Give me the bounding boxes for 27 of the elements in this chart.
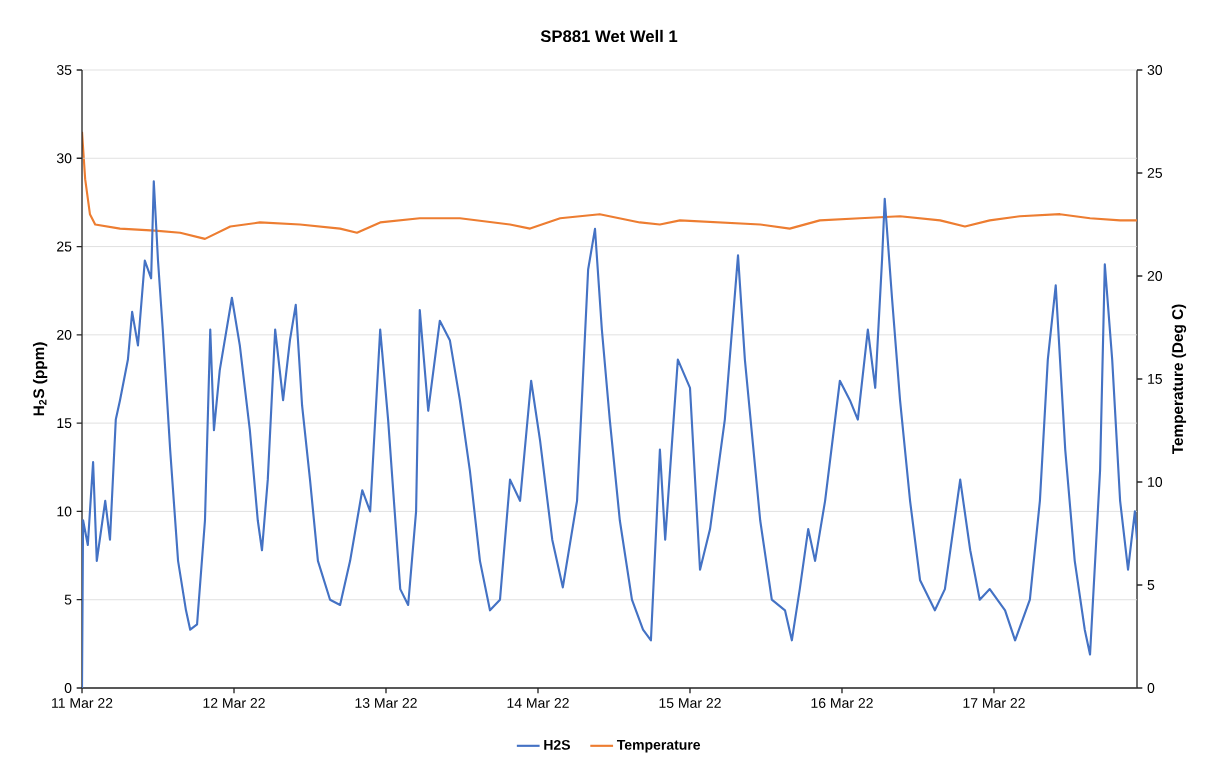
y-tick-label: 5 [64, 594, 72, 605]
x-tick-label: 14 Mar 22 [507, 698, 569, 708]
x-tick-label: 17 Mar 22 [963, 698, 1025, 708]
legend-label: Temperature [616, 740, 701, 753]
y-axis-title: H$_{2}$S (ppm) [32, 342, 48, 416]
y-tick-label: 15 [57, 418, 72, 429]
y2-tick-label: 15 [1148, 374, 1163, 384]
x-tick-label: 12 Mar 22 [203, 698, 265, 708]
y2-tick-label: 20 [1147, 271, 1163, 281]
y2-tick-label: 0 [1147, 683, 1155, 693]
x-tick-label: 16 Mar 22 [811, 698, 873, 708]
y-tick-label: 30 [56, 153, 72, 164]
y2-tick-label: 5 [1147, 580, 1155, 590]
y2-tick-label: 25 [1147, 168, 1163, 178]
y2-tick-label: 30 [1147, 65, 1163, 75]
y-tick-label: 25 [57, 241, 72, 252]
y-tick-label: 35 [56, 65, 72, 75]
legend-label: H2S [544, 739, 571, 750]
x-tick-label: 11 Mar 22 [52, 698, 113, 708]
y2-tick-label: 10 [1148, 477, 1163, 487]
x-tick-label: 13 Mar 22 [355, 698, 417, 708]
y-tick-label: 10 [57, 506, 72, 517]
y2-axis-title: Temperature (Deg C) [1171, 304, 1187, 455]
y-tick-label: 20 [57, 329, 72, 340]
x-tick-label: 15 Mar 22 [659, 698, 721, 708]
y-tick-label: 0 [64, 683, 72, 693]
chart-title: SP881 Wet Well 1 [540, 29, 678, 43]
